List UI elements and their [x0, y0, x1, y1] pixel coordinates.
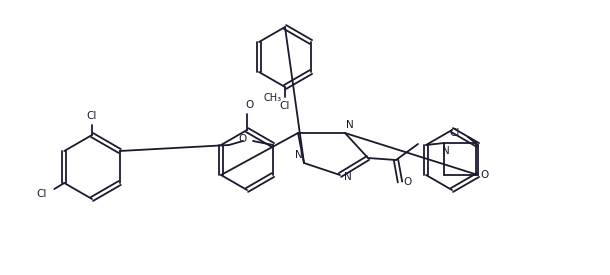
Text: Cl: Cl	[36, 189, 46, 199]
Text: O: O	[239, 134, 247, 144]
Text: N: N	[346, 120, 354, 130]
Text: Cl: Cl	[87, 111, 97, 121]
Text: O: O	[404, 177, 412, 187]
Text: O: O	[245, 100, 253, 110]
Text: Cl: Cl	[280, 101, 290, 111]
Text: CH₃: CH₃	[263, 93, 281, 103]
Text: O: O	[480, 170, 488, 180]
Text: N: N	[295, 150, 303, 160]
Text: Cl: Cl	[450, 128, 460, 138]
Text: N: N	[344, 172, 352, 182]
Text: N: N	[442, 146, 450, 156]
